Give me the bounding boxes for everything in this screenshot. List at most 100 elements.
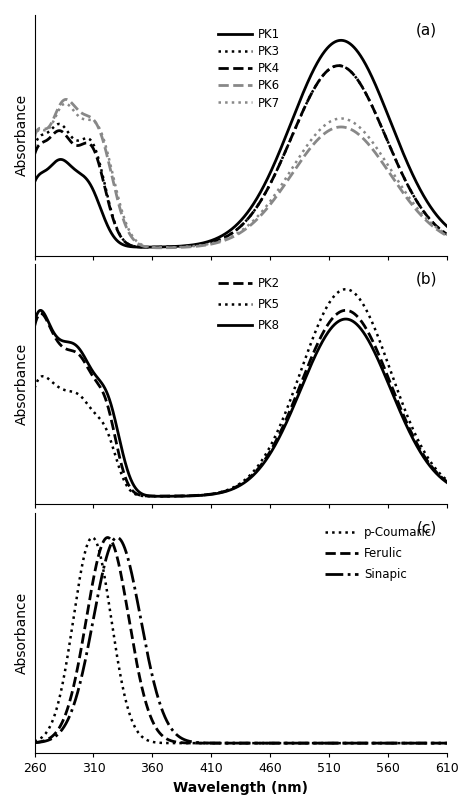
Ferulic xyxy=(53,728,58,738)
p-Coumaric xyxy=(90,533,95,543)
PK7 xyxy=(32,133,37,143)
PK3 xyxy=(357,78,363,87)
Line: p-Coumaric: p-Coumaric xyxy=(35,538,447,743)
PK6 xyxy=(63,95,69,104)
PK6 xyxy=(158,243,164,253)
PK6 xyxy=(357,130,363,140)
Line: PK2: PK2 xyxy=(35,310,447,496)
p-Coumaric xyxy=(444,738,450,748)
PK3 xyxy=(233,226,238,236)
PK5 xyxy=(343,284,349,294)
Ferulic xyxy=(444,738,450,748)
PK5 xyxy=(433,464,438,474)
PK5 xyxy=(32,383,37,393)
PK7 xyxy=(444,230,450,240)
PK8 xyxy=(53,330,59,340)
p-Coumaric xyxy=(357,738,363,748)
PK8 xyxy=(357,322,363,332)
PK8 xyxy=(222,487,228,497)
Sinapic xyxy=(32,738,37,748)
Line: Sinapic: Sinapic xyxy=(35,538,447,743)
PK5 xyxy=(432,463,438,473)
PK3 xyxy=(221,232,227,242)
PK1 xyxy=(141,242,147,252)
p-Coumaric xyxy=(432,738,438,748)
p-Coumaric xyxy=(53,707,58,717)
PK4 xyxy=(336,61,342,70)
PK1 xyxy=(338,36,344,45)
PK1 xyxy=(433,209,438,219)
PK8 xyxy=(159,492,165,501)
PK4 xyxy=(357,78,363,87)
PK6 xyxy=(432,224,438,233)
Line: PK4: PK4 xyxy=(35,66,447,247)
PK5 xyxy=(357,294,363,304)
PK8 xyxy=(444,478,450,488)
PK7 xyxy=(432,222,438,232)
PK3 xyxy=(147,242,153,252)
p-Coumaric xyxy=(233,738,238,748)
PK1 xyxy=(53,156,58,166)
Line: PK3: PK3 xyxy=(35,66,447,247)
PK5 xyxy=(444,475,450,485)
PK4 xyxy=(432,220,438,230)
PK7 xyxy=(357,122,363,132)
PK7 xyxy=(433,222,438,232)
Y-axis label: Absorbance: Absorbance xyxy=(15,94,29,177)
Sinapic xyxy=(326,738,331,748)
PK1 xyxy=(221,229,227,239)
Sinapic xyxy=(114,533,120,543)
PK2 xyxy=(53,334,58,343)
Sinapic xyxy=(221,738,227,748)
PK3 xyxy=(53,121,58,130)
PK3 xyxy=(444,229,450,239)
Ferulic xyxy=(233,738,238,748)
Y-axis label: Absorbance: Absorbance xyxy=(15,592,29,674)
Text: (b): (b) xyxy=(415,271,437,286)
PK8 xyxy=(432,467,438,477)
PK2 xyxy=(444,477,450,487)
PK6 xyxy=(233,231,238,241)
PK1 xyxy=(444,222,450,232)
Sinapic xyxy=(53,731,58,741)
PK2 xyxy=(32,322,37,331)
Sinapic xyxy=(433,738,438,748)
Y-axis label: Absorbance: Absorbance xyxy=(15,343,29,425)
PK7 xyxy=(159,242,164,252)
PK2 xyxy=(357,314,363,324)
PK7 xyxy=(53,112,58,122)
PK3 xyxy=(432,220,438,230)
PK5 xyxy=(233,481,238,491)
PK4 xyxy=(444,229,450,239)
PK8 xyxy=(32,318,37,327)
Ferulic xyxy=(432,738,438,748)
p-Coumaric xyxy=(32,736,37,746)
PK3 xyxy=(433,220,438,230)
p-Coumaric xyxy=(259,738,264,748)
PK1 xyxy=(233,221,238,231)
PK2 xyxy=(221,487,227,497)
Ferulic xyxy=(357,738,363,748)
Line: PK1: PK1 xyxy=(35,40,447,247)
PK6 xyxy=(53,109,58,119)
PK8 xyxy=(233,483,238,492)
PK5 xyxy=(153,492,158,501)
Ferulic xyxy=(105,533,110,543)
PK2 xyxy=(433,467,438,476)
PK4 xyxy=(147,242,153,252)
PK4 xyxy=(221,232,227,242)
Sinapic xyxy=(444,738,450,748)
Ferulic xyxy=(32,738,37,748)
PK4 xyxy=(53,127,58,137)
Ferulic xyxy=(221,738,227,748)
PK7 xyxy=(222,235,228,245)
PK2 xyxy=(343,305,349,315)
PK7 xyxy=(63,99,68,109)
PK1 xyxy=(357,50,363,60)
PK4 xyxy=(233,226,238,236)
PK1 xyxy=(32,177,37,187)
Line: PK5: PK5 xyxy=(35,289,447,497)
Ferulic xyxy=(433,738,438,748)
PK4 xyxy=(32,150,37,160)
Ferulic xyxy=(295,738,301,748)
